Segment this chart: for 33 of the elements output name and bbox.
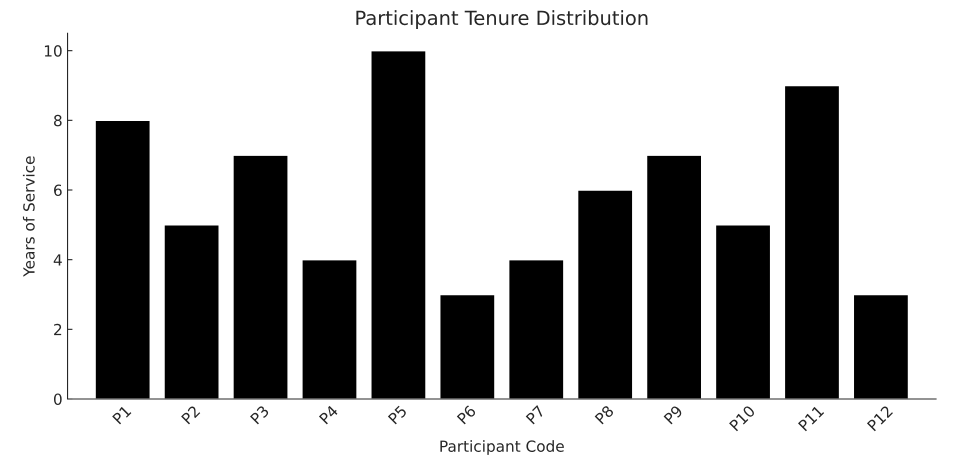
x-tick-label: P12 (866, 405, 893, 432)
bar (646, 154, 702, 399)
x-tick-label: P10 (728, 404, 756, 432)
x-tick-label: P3 (250, 404, 270, 425)
x-tick-label: P1 (112, 405, 132, 424)
bar (301, 258, 358, 399)
chart-title: Participant Tenure Distribution (356, 10, 648, 29)
bar (370, 50, 427, 399)
y-tick-label: 4 (54, 254, 62, 266)
bar (576, 189, 634, 399)
bar (714, 224, 772, 399)
x-tick-label: P4 (318, 404, 339, 424)
bar (163, 224, 220, 399)
x-tick-label: P9 (663, 404, 684, 425)
x-axis-title: Participant Code (440, 440, 564, 455)
x-tick-label: P6 (456, 404, 476, 425)
x-tick-label: P8 (594, 404, 614, 425)
x-tick-label: P5 (388, 405, 408, 425)
bar (852, 294, 910, 399)
y-axis-title: Years of Service (22, 156, 35, 277)
y-tick-label: 10 (44, 45, 62, 57)
x-tick-label: P7 (526, 405, 546, 424)
y-tick-label: 0 (54, 393, 62, 406)
y-tick-label: 2 (54, 324, 62, 336)
y-tick-label: 6 (54, 184, 62, 196)
bar (784, 84, 840, 399)
y-tick-label: 8 (54, 114, 62, 126)
bar (508, 258, 565, 399)
bar (94, 120, 151, 399)
x-tick-label: P2 (180, 405, 200, 424)
x-tick-label: P11 (798, 405, 824, 432)
bar (439, 294, 496, 399)
bar (232, 154, 289, 399)
